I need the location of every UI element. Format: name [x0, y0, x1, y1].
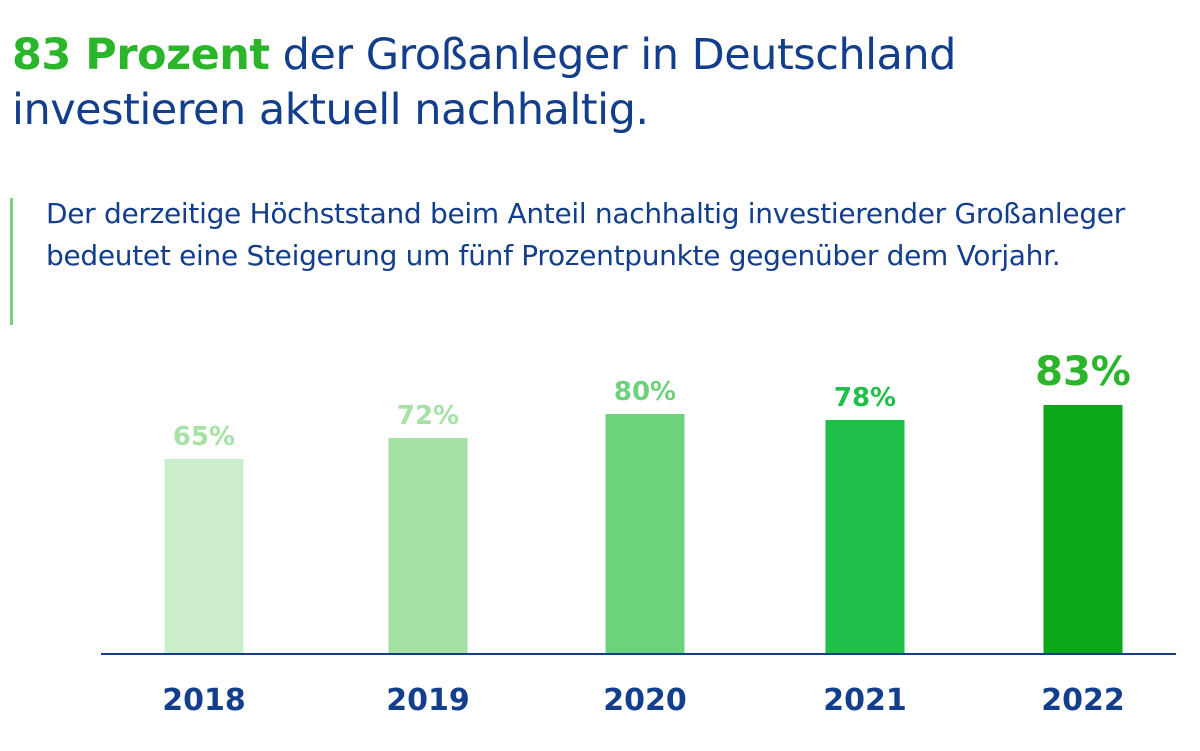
data-label-2019: 72%: [397, 401, 459, 431]
data-label-2018: 65%: [173, 422, 235, 452]
data-label-2021: 78%: [834, 383, 896, 413]
bar-2021: [825, 420, 905, 654]
bar-2020: [605, 414, 685, 654]
subtitle: Der derzeitige Höchststand beim Anteil n…: [46, 197, 1125, 272]
x-tick-label-2018: 2018: [162, 683, 246, 718]
bar-2018: [164, 459, 244, 654]
subtitle-accent-rule: [10, 198, 13, 325]
x-tick-label-2020: 2020: [603, 683, 687, 718]
headline-accent: 83 Prozent: [12, 30, 270, 80]
headline-text: der Großanleger in Deutschland investier…: [12, 30, 956, 135]
x-tick-label-2022: 2022: [1041, 683, 1125, 718]
data-label-2022: 83%: [1035, 349, 1131, 395]
x-tick-label-2021: 2021: [823, 683, 907, 718]
headline: 83 Prozent der Großanleger in Deutschlan…: [12, 28, 1192, 138]
x-tick-label-2019: 2019: [386, 683, 470, 718]
bar-2022: [1043, 405, 1123, 654]
data-label-2020: 80%: [614, 377, 676, 407]
bar-chart: 65% 2018 72% 2019 80% 2020 78% 2021 83% 2022: [101, 349, 1176, 718]
bar-2019: [388, 438, 468, 654]
